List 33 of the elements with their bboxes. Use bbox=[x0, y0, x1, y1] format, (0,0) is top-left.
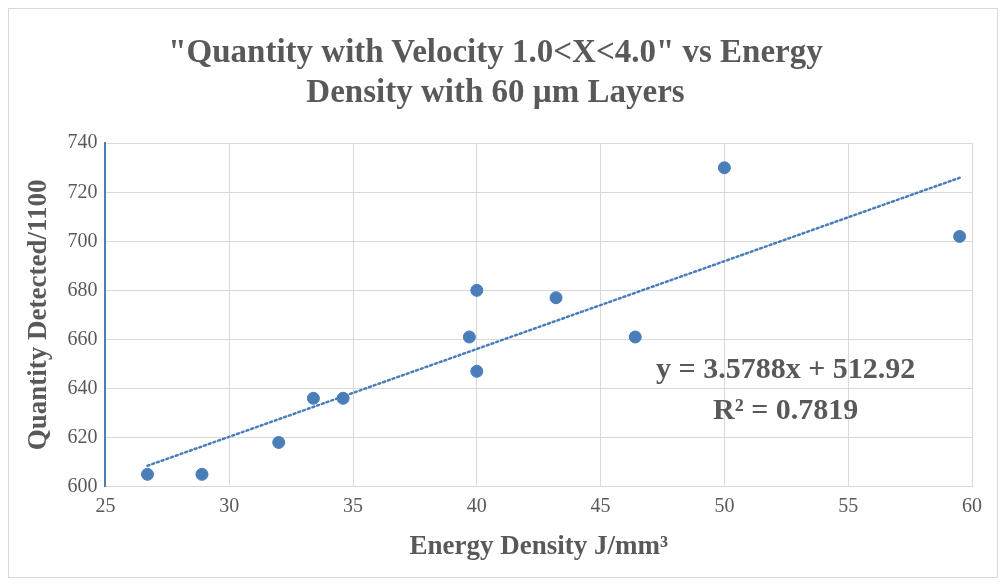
y-tick-label: 740 bbox=[67, 130, 98, 153]
x-tick-label: 35 bbox=[343, 493, 363, 516]
point bbox=[717, 161, 731, 175]
y-tick-label: 620 bbox=[67, 424, 98, 447]
y-tick-label: 640 bbox=[67, 375, 98, 398]
annotation: R² = 0.7819 bbox=[713, 391, 859, 425]
y-tick-label: 660 bbox=[67, 326, 98, 349]
point bbox=[549, 291, 563, 305]
x-tick-label: 30 bbox=[219, 493, 240, 516]
y-tick-label: 700 bbox=[67, 228, 98, 251]
x-tick-label: 25 bbox=[95, 493, 116, 516]
point bbox=[628, 330, 642, 344]
point bbox=[140, 467, 154, 481]
point bbox=[336, 391, 350, 405]
y-axis-title: Quantity Detected/1100 bbox=[22, 179, 53, 451]
point bbox=[953, 229, 967, 243]
y-tick-label: 720 bbox=[67, 179, 98, 202]
point bbox=[306, 391, 320, 405]
y-tick-label: 680 bbox=[67, 277, 98, 300]
y-tick-label: 600 bbox=[67, 473, 98, 496]
x-tick-label: 50 bbox=[714, 493, 735, 516]
chart-title: "Quantity with Velocity 1.0<X<4.0" vs Energy Density with 60 µm Layers bbox=[168, 33, 824, 109]
annotation: y = 3.5788x + 512.92 bbox=[656, 350, 916, 384]
x-tick-label: 40 bbox=[466, 493, 487, 516]
x-tick-label: 60 bbox=[962, 493, 982, 516]
x-tick-label: 55 bbox=[838, 493, 859, 516]
point bbox=[470, 364, 484, 378]
point bbox=[195, 467, 209, 481]
x-axis-title: Energy Density J/mm³ bbox=[409, 529, 668, 560]
x-tick-label: 45 bbox=[590, 493, 611, 516]
point bbox=[462, 330, 476, 344]
point bbox=[470, 283, 484, 297]
point bbox=[272, 435, 286, 449]
